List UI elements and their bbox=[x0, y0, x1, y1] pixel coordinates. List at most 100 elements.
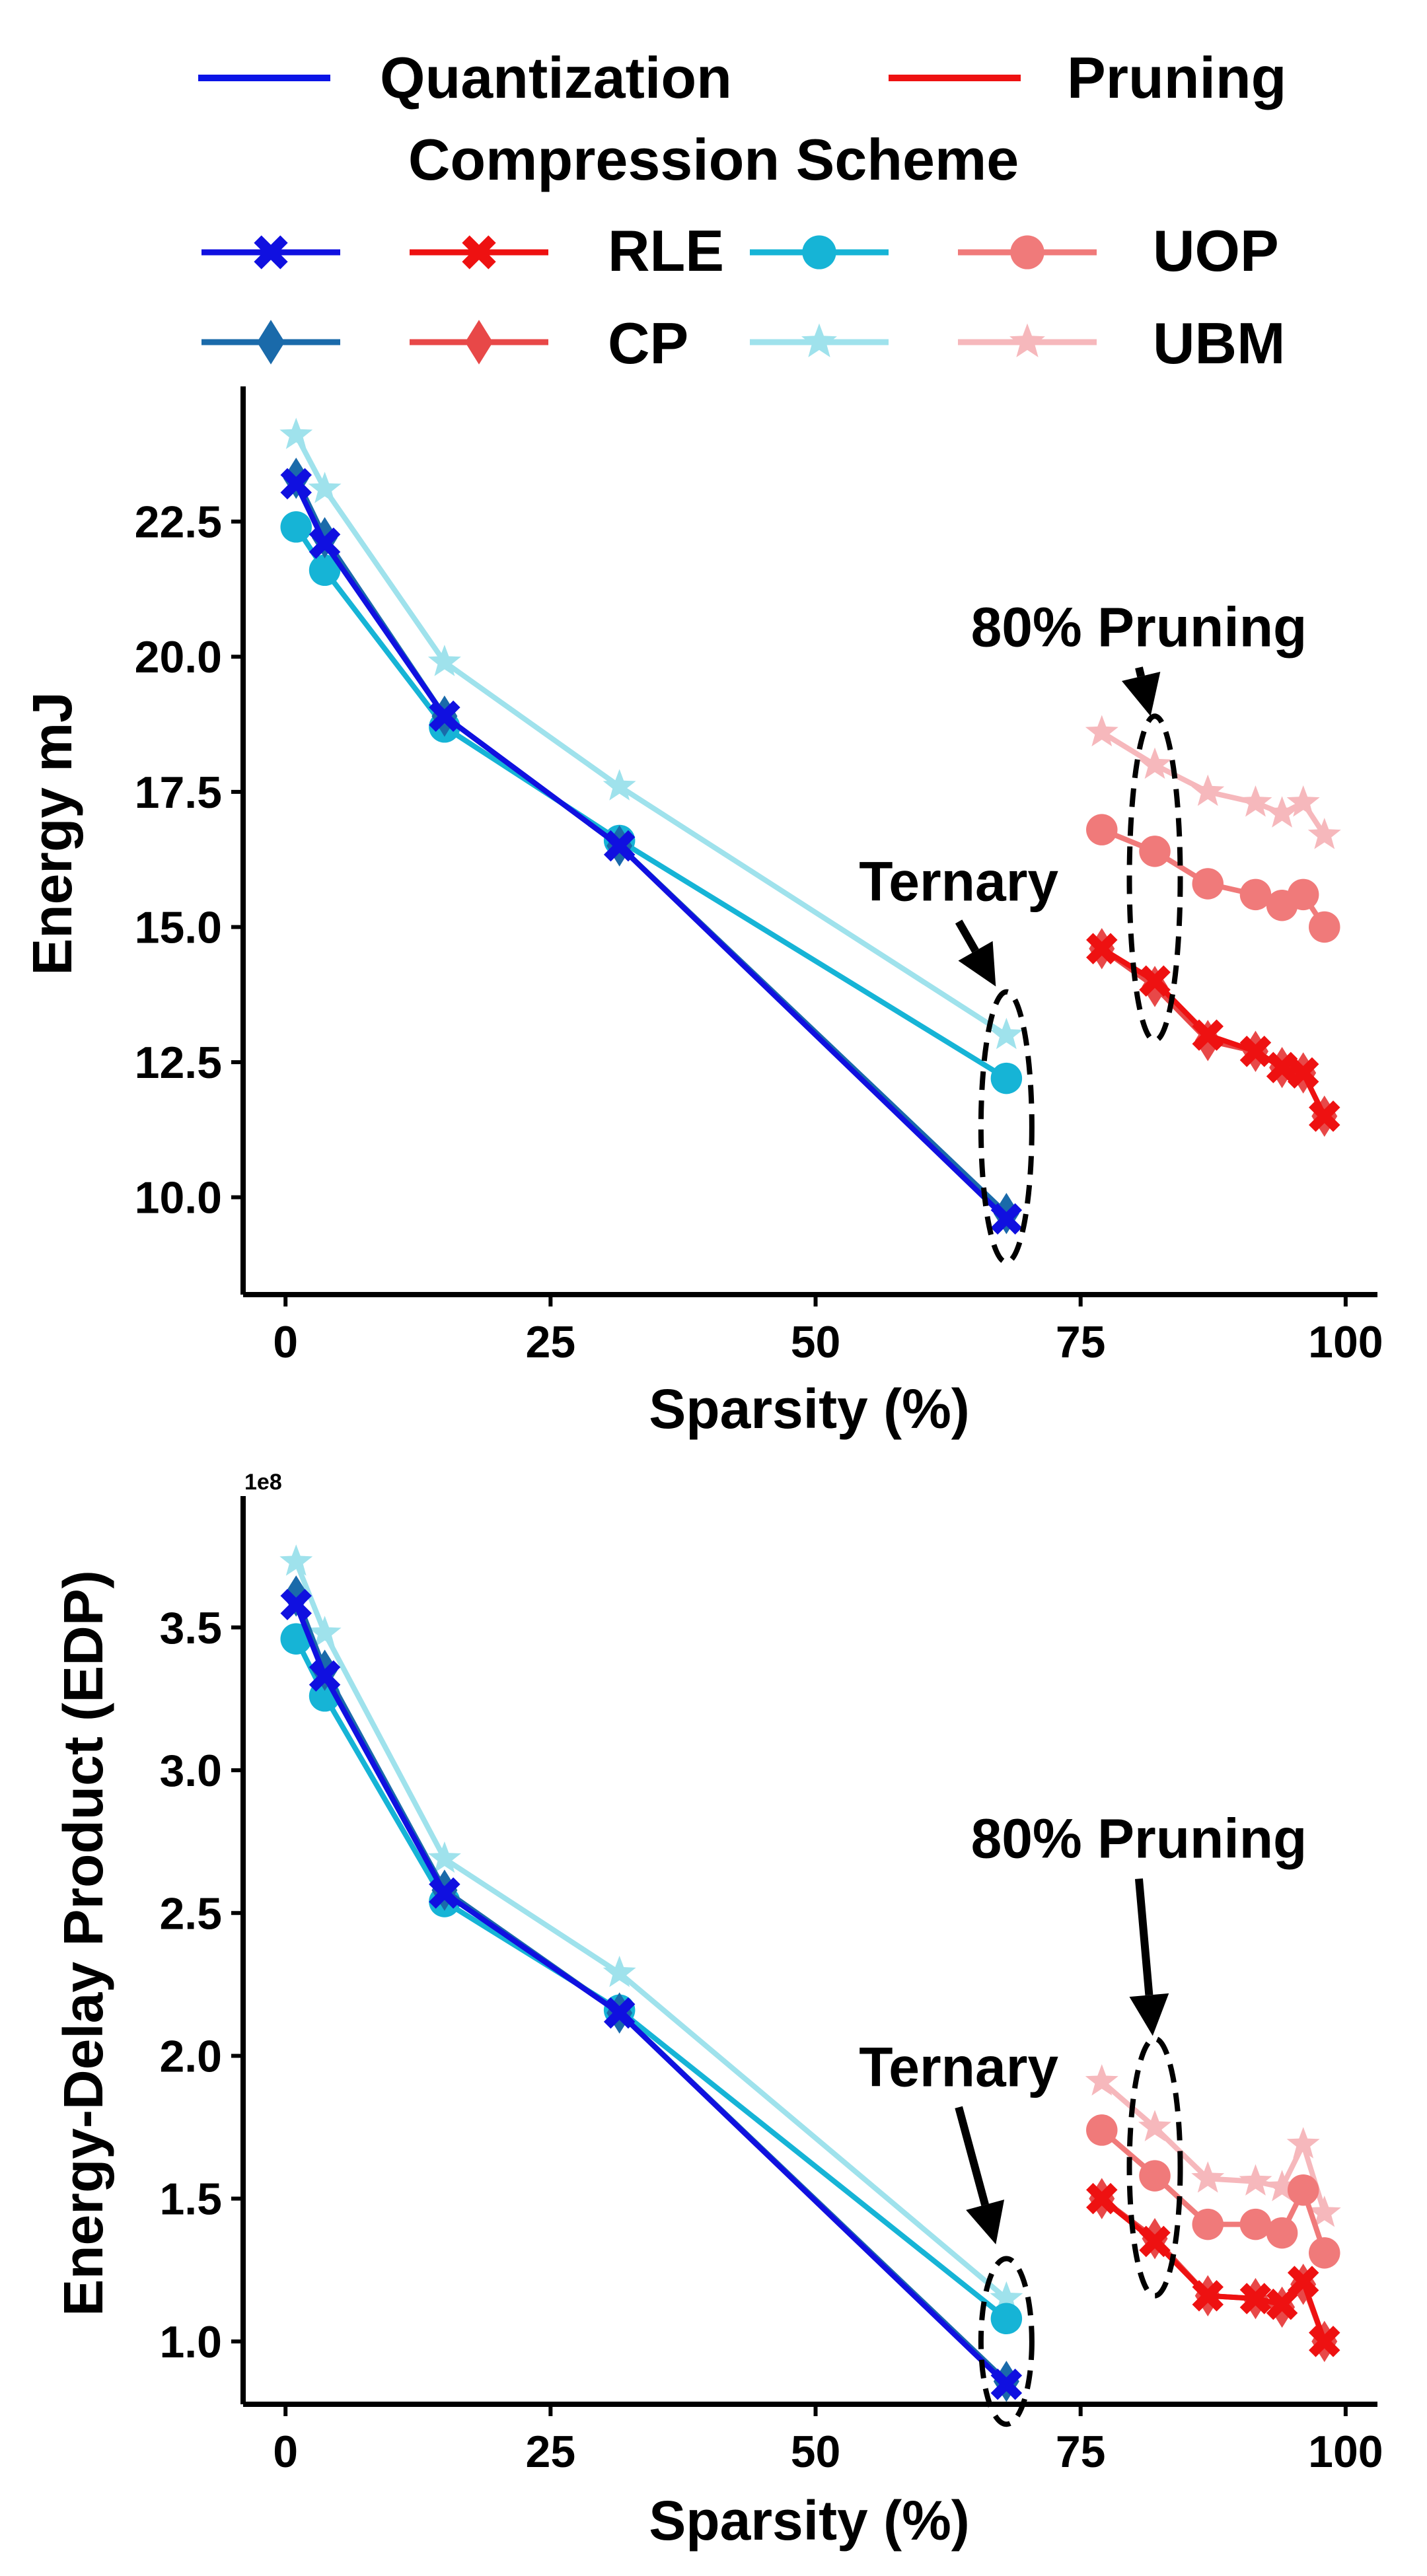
edp-quantization-rle-line bbox=[293, 1603, 1009, 2386]
edp-quantization-ubm-line bbox=[293, 1560, 1008, 2301]
legend-uop-prune-marker bbox=[1010, 235, 1044, 269]
edp-pruning-uop-point bbox=[1086, 2114, 1118, 2146]
edp-pruning-ubm-point bbox=[1307, 2196, 1341, 2227]
edp-quantization-ubm-point bbox=[308, 1616, 342, 1647]
legend-rle-quant-marker bbox=[254, 235, 288, 269]
legend-uop-label: UOP bbox=[1153, 218, 1279, 283]
energy-y-tick-label: 22.5 bbox=[135, 497, 222, 548]
energy-quantization-ubm-point bbox=[308, 472, 342, 503]
edp-pruning-uop-point bbox=[1309, 2237, 1340, 2269]
edp-quantization-rle-point bbox=[429, 1877, 460, 1909]
energy-ternary-arrow bbox=[955, 919, 979, 953]
legend-pruning-label: Pruning bbox=[1067, 45, 1286, 110]
energy-pruning-uop-point bbox=[1239, 878, 1272, 911]
edp-pruning-rle-point bbox=[1266, 2288, 1298, 2320]
edp-ternary-label: Ternary bbox=[859, 2036, 1058, 2098]
edp-chart: Energy-Delay Product (EDP) Sparsity (%) … bbox=[52, 1470, 1383, 2552]
edp-pruning-label: 80% Pruning bbox=[971, 1807, 1307, 1869]
edp-x-tick-label: 100 bbox=[1308, 2427, 1383, 2477]
energy-pruning-ubm-point bbox=[1286, 785, 1320, 817]
edp-quantization-ubm-point bbox=[279, 1544, 313, 1576]
energy-quantization-ubm-point bbox=[990, 1017, 1023, 1050]
energy-quantization-uop-point bbox=[309, 554, 341, 587]
energy-ternary-ellipse bbox=[978, 989, 1035, 1265]
edp-y-tick-label: 3.5 bbox=[159, 1603, 222, 1653]
edp-quantization-cp-line bbox=[293, 1594, 1009, 2384]
edp-pruning-arrow bbox=[1134, 1878, 1153, 1995]
edp-pruning-rle-point bbox=[1239, 2283, 1272, 2314]
edp-y-tick-label: 3.0 bbox=[159, 1746, 222, 1796]
energy-quantization-ubm-point bbox=[427, 645, 461, 676]
edp-quantization-uop-line bbox=[293, 1637, 1008, 2321]
edp-x-tick-label: 0 bbox=[273, 2427, 298, 2477]
energy-quantization-uop-line bbox=[293, 525, 1008, 1081]
edp-quantization-rle-point bbox=[603, 1997, 636, 2029]
energy-pruning-rle-point bbox=[1287, 1057, 1319, 1089]
energy-x-tick-label: 75 bbox=[1056, 1317, 1106, 1367]
edp-ternary-arrow bbox=[955, 2106, 989, 2206]
energy-quantization-cp-line bbox=[293, 477, 1009, 1216]
energy-quantization-rle-point bbox=[603, 830, 636, 862]
edp-pruning-ubm-point bbox=[1191, 2161, 1225, 2193]
energy-x-axis-title: Sparsity (%) bbox=[649, 1378, 969, 1440]
edp-pruning-uop-point bbox=[1139, 2160, 1171, 2192]
energy-x-tick-label: 100 bbox=[1308, 1317, 1383, 1367]
edp-x-tick-label: 25 bbox=[526, 2427, 576, 2477]
energy-pruning-rle-point bbox=[1239, 1035, 1272, 1067]
legend-cp-prune-marker bbox=[464, 320, 494, 365]
energy-y-axis-title: Energy mJ bbox=[21, 692, 83, 976]
edp-y-tick-label: 2.5 bbox=[159, 1888, 222, 1939]
edp-y-tick-label: 2.0 bbox=[159, 2031, 222, 2081]
edp-pruning-rle-point bbox=[1309, 2326, 1340, 2357]
legend-rle-label: RLE bbox=[608, 218, 724, 283]
energy-pruning-rle-point bbox=[1266, 1052, 1298, 1083]
edp-pruning-ubm-point bbox=[1085, 2064, 1118, 2096]
edp-quantization-ubm-point bbox=[427, 1841, 461, 1873]
edp-pruning-rle-point bbox=[1139, 2225, 1171, 2258]
energy-pruning-ubm-point bbox=[1191, 774, 1225, 806]
legend-ubm-quant-marker bbox=[801, 323, 837, 357]
edp-pruning-uop-point bbox=[1239, 2208, 1272, 2240]
edp-pruning-ubm-point bbox=[1239, 2164, 1272, 2196]
edp-quantization-uop-point bbox=[990, 2303, 1023, 2335]
edp-quantization-ubm-point bbox=[603, 1955, 636, 1987]
energy-pruning-rle-point bbox=[1139, 965, 1171, 997]
legend-cp-quant-marker bbox=[256, 320, 285, 365]
energy-pruning-rle-point bbox=[1192, 1019, 1224, 1051]
edp-x-tick-label: 50 bbox=[791, 2427, 841, 2477]
energy-pruning-label: 80% Pruning bbox=[971, 596, 1307, 659]
energy-pruning-uop-point bbox=[1139, 836, 1171, 867]
edp-quantization-rle-point bbox=[309, 1660, 341, 1692]
edp-pruning-ubm-point bbox=[1286, 2127, 1320, 2159]
energy-pruning-ubm-point bbox=[1239, 785, 1272, 817]
edp-y-tick-label: 1.5 bbox=[159, 2174, 222, 2225]
edp-ternary-ellipse bbox=[978, 2256, 1035, 2427]
energy-pruning-uop-point bbox=[1287, 878, 1319, 911]
energy-quantization-ubm-point bbox=[603, 769, 636, 801]
edp-pruning-ubm-point bbox=[1138, 2110, 1171, 2141]
energy-pruning-uop-point bbox=[1309, 911, 1340, 943]
edp-pruning-rle-point bbox=[1086, 2182, 1118, 2215]
energy-quantization-uop-point bbox=[990, 1062, 1023, 1094]
legend-quantization-label: Quantization bbox=[380, 45, 732, 110]
edp-exponent-label: 1e8 bbox=[244, 1470, 282, 1495]
edp-pruning-ellipse bbox=[1126, 2036, 1183, 2299]
legend: Quantization Pruning Compression Scheme … bbox=[198, 45, 1286, 376]
energy-quantization-rle-point bbox=[990, 1203, 1023, 1235]
edp-pruning-uop-point bbox=[1266, 2217, 1298, 2249]
edp-pruning-rle-point bbox=[1192, 2279, 1224, 2312]
legend-rle-prune-marker bbox=[462, 235, 496, 269]
energy-pruning-ubm-point bbox=[1138, 747, 1171, 779]
energy-y-tick-label: 17.5 bbox=[135, 768, 222, 818]
energy-chart: Energy mJ Sparsity (%) 0 25 50 75 100 10.0 12.… bbox=[21, 386, 1383, 1440]
edp-quantization-ubm-point bbox=[990, 2281, 1023, 2313]
energy-pruning-ubm-point bbox=[1307, 818, 1341, 849]
energy-y-tick-label: 10.0 bbox=[135, 1173, 222, 1223]
edp-y-tick-label: 1.0 bbox=[159, 2317, 222, 2367]
legend-ubm-label: UBM bbox=[1153, 310, 1285, 376]
edp-y-axis-title: Energy-Delay Product (EDP) bbox=[52, 1570, 114, 2316]
edp-pruning-arrowhead bbox=[1129, 1993, 1169, 2036]
energy-y-tick-label: 20.0 bbox=[135, 632, 222, 682]
energy-pruning-uop-point bbox=[1192, 868, 1224, 900]
